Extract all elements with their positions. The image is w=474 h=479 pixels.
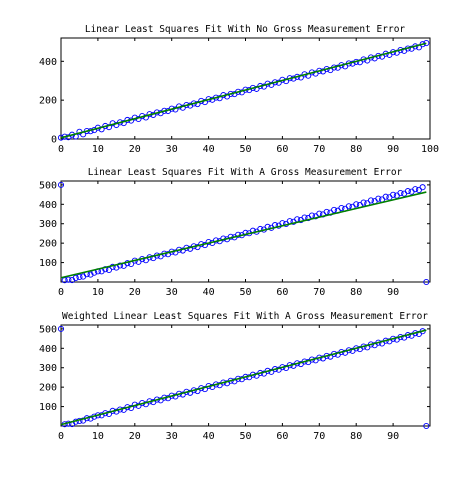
x-tick-label: 10 — [92, 287, 104, 298]
x-tick-label: 50 — [239, 431, 251, 442]
x-tick-label: 60 — [276, 287, 288, 298]
x-tick-label: 30 — [166, 431, 178, 442]
data-point — [72, 274, 79, 281]
fit-line — [60, 329, 427, 426]
y-tick-label: 100 — [39, 402, 57, 413]
x-tick-label: 10 — [92, 144, 104, 155]
panel-1-marks: 0 10 20 30 40 50 60 70 80 90 100 0 200 400 — [39, 38, 439, 155]
y-tick-label: 400 — [39, 344, 57, 355]
panel-3-title: Weighted Linear Least Squares Fit With A… — [62, 311, 428, 322]
x-tick-label: 70 — [313, 431, 325, 442]
data-point — [375, 195, 382, 202]
panel-2-axes-box — [60, 180, 431, 283]
x-tick-label: 60 — [276, 431, 288, 442]
x-tick-label: 0 — [58, 287, 64, 298]
y-tick-label: 300 — [39, 219, 57, 230]
x-tick-label: 20 — [129, 287, 141, 298]
data-point — [87, 271, 94, 278]
panel-2: Linear Least Squares Fit With A Gross Me… — [39, 167, 431, 298]
data-point — [331, 206, 338, 213]
data-point — [57, 181, 65, 188]
data-point — [201, 386, 208, 393]
y-tick-label: 200 — [39, 383, 57, 394]
data-point — [316, 210, 323, 217]
data-point — [338, 204, 345, 212]
data-point — [76, 273, 83, 281]
x-tick-label: 20 — [129, 144, 141, 155]
x-tick-label: 10 — [92, 431, 104, 442]
y-tick-label: 200 — [39, 96, 57, 107]
fit-line — [60, 42, 427, 139]
data-point — [360, 199, 367, 206]
x-tick-label: 40 — [203, 144, 215, 155]
data-point — [423, 278, 430, 286]
x-tick-label: 70 — [313, 144, 325, 155]
y-tick-label: 500 — [39, 180, 57, 191]
x-tick-label: 90 — [387, 287, 399, 298]
data-point — [390, 191, 397, 198]
y-tick-label: 200 — [39, 239, 57, 250]
data-point — [253, 85, 260, 92]
x-tick-label: 60 — [276, 144, 288, 155]
x-tick-label: 80 — [350, 144, 362, 155]
panel-1-title: Linear Least Squares Fit With No Gross M… — [85, 24, 406, 35]
data-point — [201, 99, 208, 106]
x-tick-label: 70 — [313, 287, 325, 298]
x-tick-label: 40 — [203, 431, 215, 442]
data-point — [242, 229, 249, 236]
data-point — [105, 266, 113, 274]
data-point — [419, 184, 426, 191]
x-tick-label: 0 — [58, 431, 64, 442]
x-tick-label: 20 — [129, 431, 141, 442]
panel-3-marks: 0 10 20 30 40 50 60 70 80 90 100 200 300 400 500 — [39, 324, 430, 442]
data-point — [345, 203, 352, 210]
data-point — [412, 186, 419, 193]
y-tick-label: 400 — [39, 200, 57, 211]
y-tick-label: 300 — [39, 363, 57, 374]
x-tick-label: 30 — [166, 144, 178, 155]
x-tick-label: 50 — [239, 287, 251, 298]
panel-2-title: Linear Least Squares Fit With A Gross Me… — [88, 167, 403, 178]
data-point — [423, 422, 430, 430]
data-point — [353, 201, 360, 208]
panel-2-marks: 0 10 20 30 40 50 60 70 80 90 100 200 300 400 500 — [39, 180, 430, 298]
y-tick-label: 500 — [39, 324, 57, 335]
data-point — [367, 197, 375, 204]
panel-1: Linear Least Squares Fit With No Gross M… — [39, 24, 439, 155]
data-point — [57, 325, 65, 332]
x-tick-label: 80 — [350, 287, 362, 298]
x-tick-label: 0 — [58, 144, 64, 155]
data-point — [382, 193, 389, 200]
data-point — [116, 262, 124, 269]
x-tick-label: 80 — [350, 431, 362, 442]
data-point — [142, 401, 149, 408]
x-tick-label: 90 — [387, 431, 399, 442]
data-point — [297, 74, 304, 81]
data-point — [105, 124, 113, 131]
data-point — [404, 188, 411, 195]
fit-line — [60, 191, 427, 279]
y-tick-label: 400 — [39, 57, 57, 68]
x-tick-label: 40 — [203, 287, 215, 298]
data-point — [323, 208, 330, 215]
data-point — [65, 276, 72, 283]
data-point — [105, 410, 113, 418]
data-point — [87, 415, 94, 422]
data-point — [142, 114, 149, 121]
x-tick-label: 30 — [166, 287, 178, 298]
y-tick-label: 0 — [51, 135, 57, 146]
x-tick-label: 90 — [387, 144, 399, 155]
panel-3: Weighted Linear Least Squares Fit With A… — [39, 311, 431, 442]
data-point — [194, 387, 201, 395]
x-tick-label: 50 — [239, 144, 251, 155]
y-tick-label: 100 — [39, 258, 57, 269]
data-point — [283, 78, 290, 85]
data-point — [423, 40, 430, 47]
data-point — [397, 189, 404, 197]
data-point — [194, 100, 201, 108]
x-tick-label: 100 — [421, 144, 439, 155]
